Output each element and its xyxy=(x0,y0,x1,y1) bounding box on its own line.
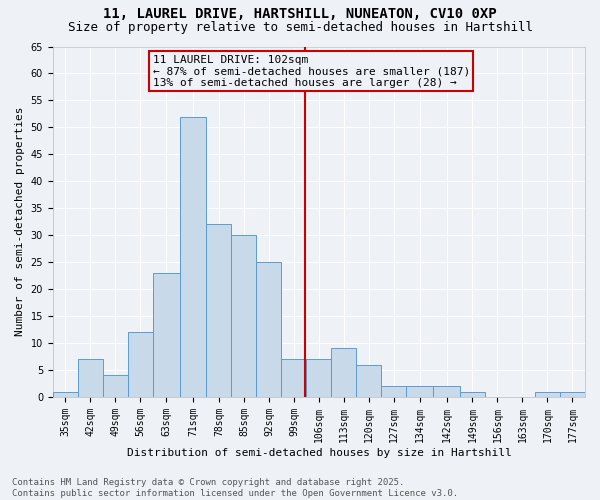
Bar xyxy=(433,386,460,397)
Bar xyxy=(153,273,179,397)
Bar xyxy=(128,332,153,397)
Text: Contains HM Land Registry data © Crown copyright and database right 2025.
Contai: Contains HM Land Registry data © Crown c… xyxy=(12,478,458,498)
Bar xyxy=(53,392,78,397)
Bar xyxy=(356,364,382,397)
Bar xyxy=(331,348,356,397)
Bar xyxy=(382,386,406,397)
Bar xyxy=(179,116,206,397)
Bar xyxy=(535,392,560,397)
Bar xyxy=(256,262,281,397)
Bar xyxy=(206,224,232,397)
X-axis label: Distribution of semi-detached houses by size in Hartshill: Distribution of semi-detached houses by … xyxy=(127,448,511,458)
Bar xyxy=(406,386,433,397)
Bar xyxy=(560,392,585,397)
Text: 11, LAUREL DRIVE, HARTSHILL, NUNEATON, CV10 0XP: 11, LAUREL DRIVE, HARTSHILL, NUNEATON, C… xyxy=(103,8,497,22)
Bar xyxy=(281,359,307,397)
Bar xyxy=(307,359,331,397)
Bar xyxy=(460,392,485,397)
Bar xyxy=(103,376,128,397)
Y-axis label: Number of semi-detached properties: Number of semi-detached properties xyxy=(15,107,25,336)
Bar xyxy=(232,235,256,397)
Text: 11 LAUREL DRIVE: 102sqm
← 87% of semi-detached houses are smaller (187)
13% of s: 11 LAUREL DRIVE: 102sqm ← 87% of semi-de… xyxy=(153,54,470,88)
Text: Size of property relative to semi-detached houses in Hartshill: Size of property relative to semi-detach… xyxy=(67,22,533,35)
Bar xyxy=(78,359,103,397)
